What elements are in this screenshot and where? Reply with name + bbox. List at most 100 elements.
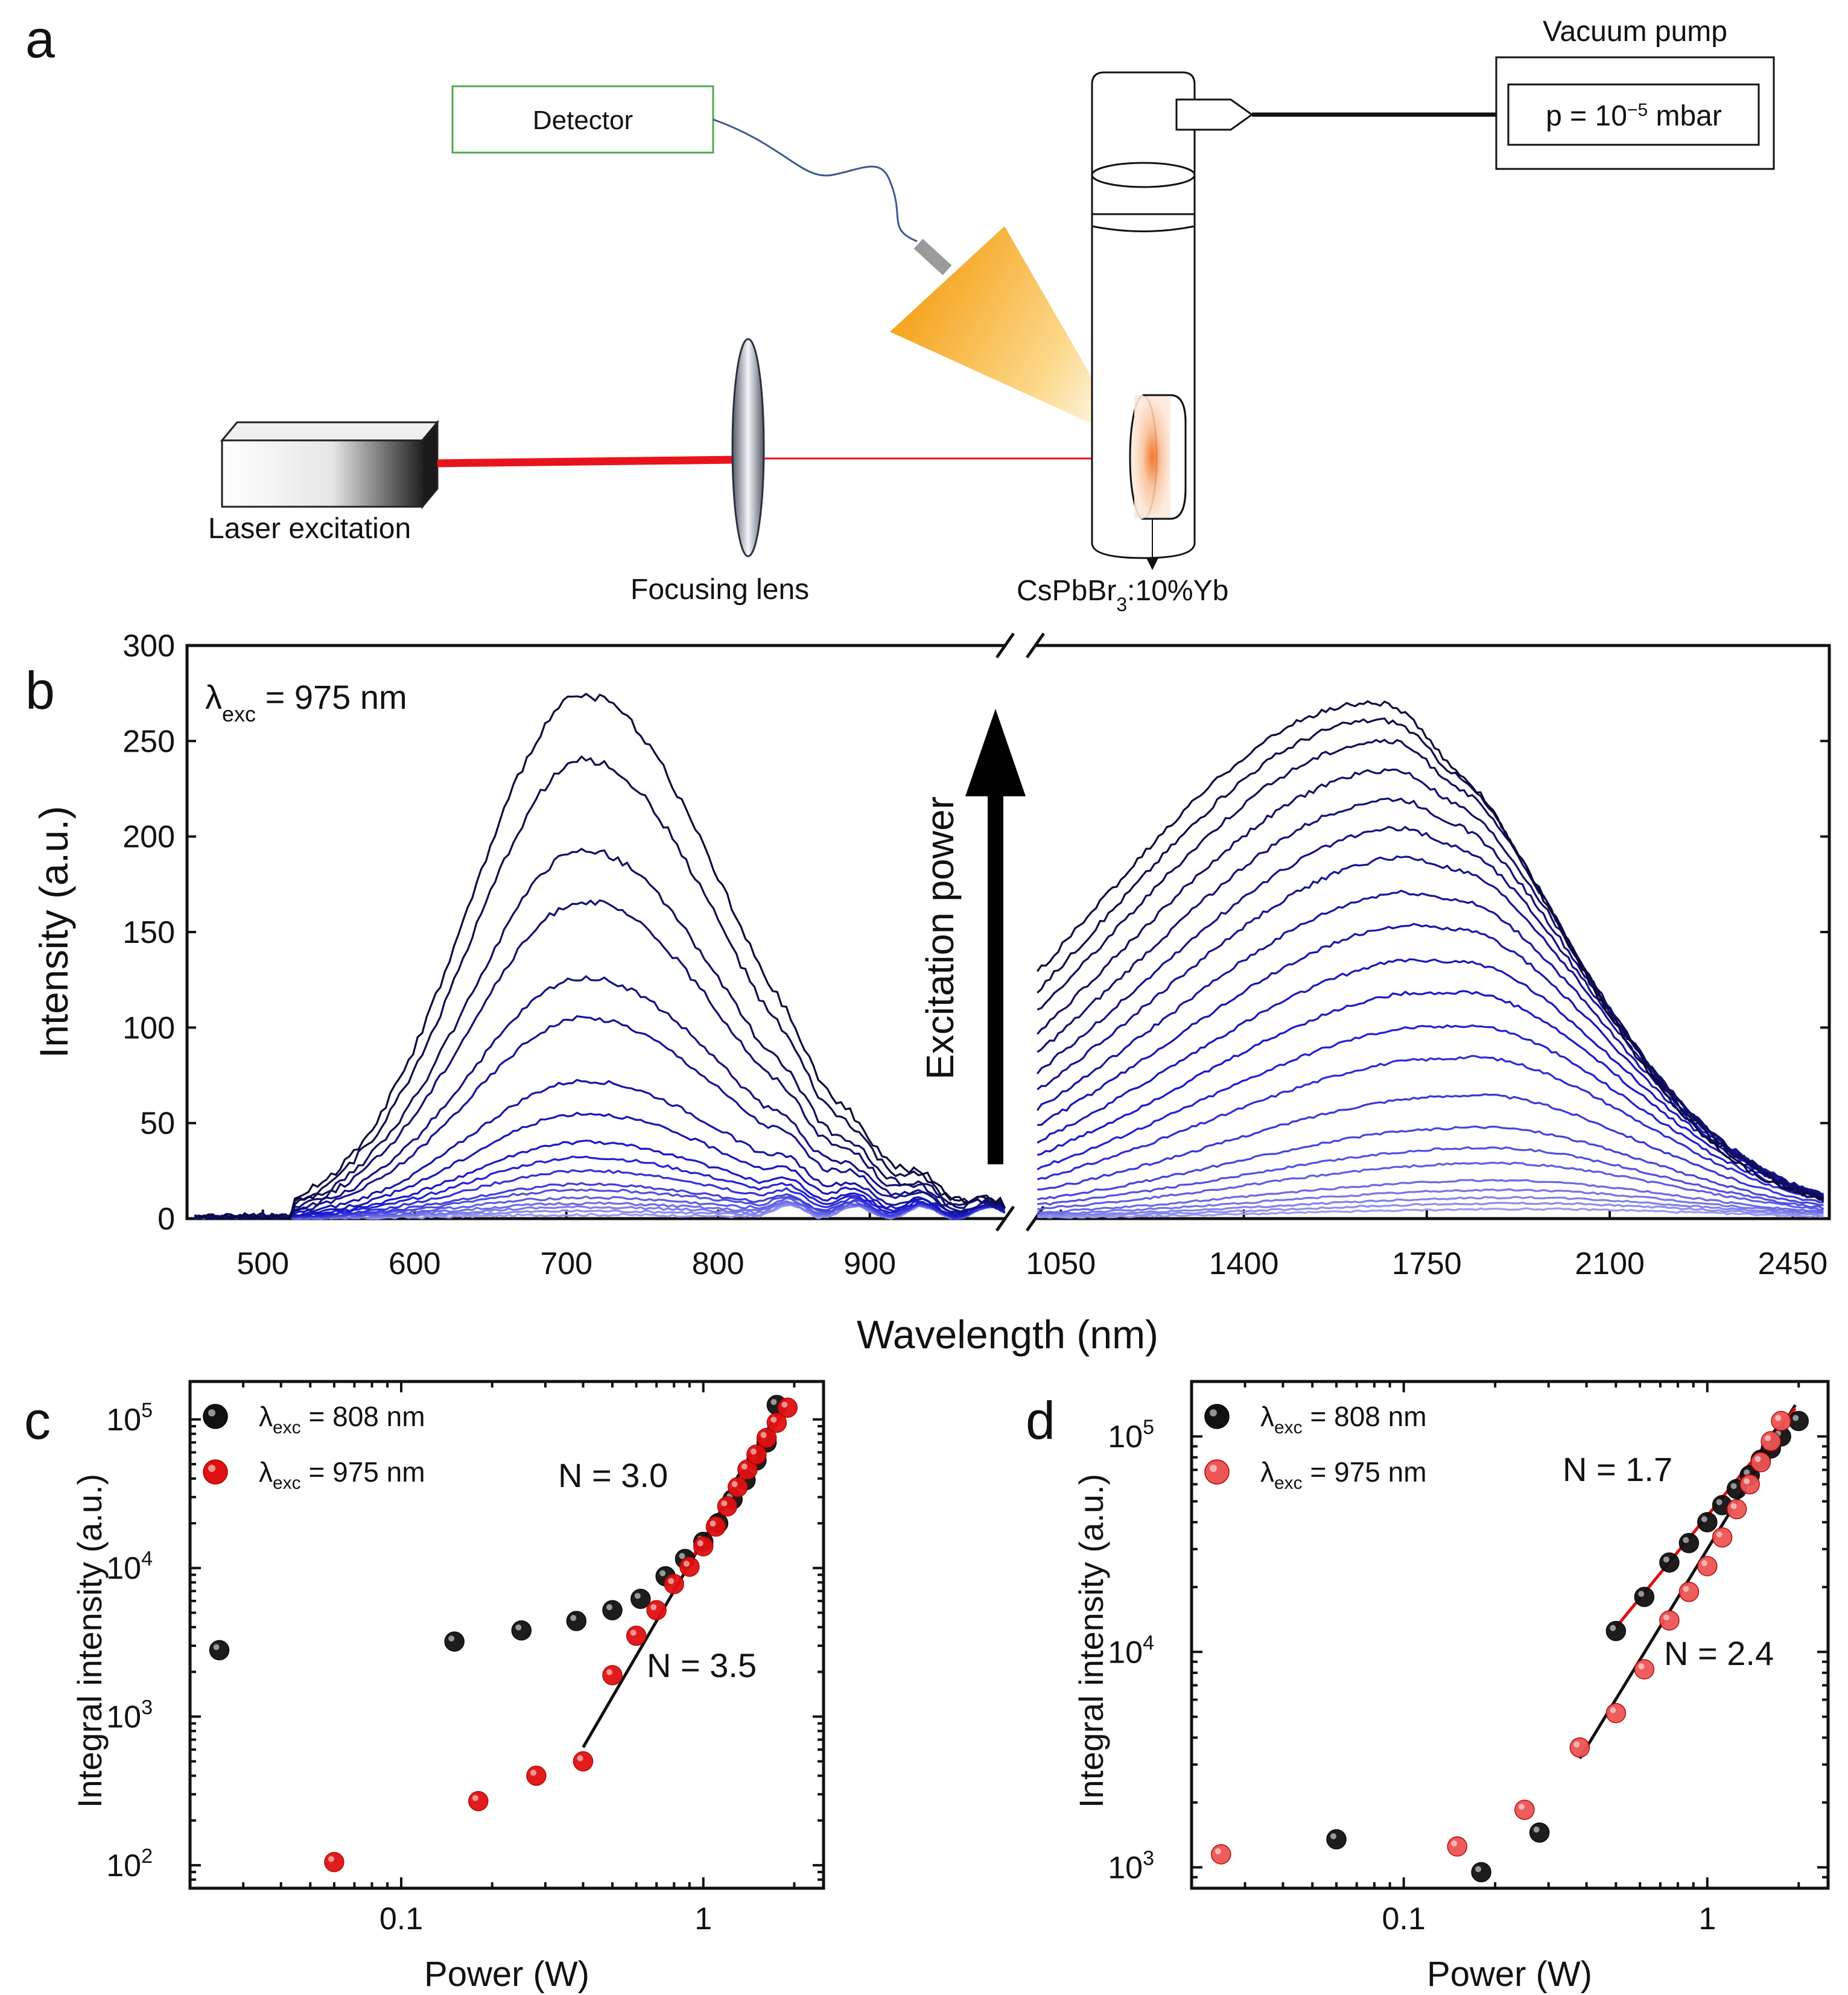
data-point-highlight bbox=[1765, 1435, 1771, 1442]
data-point-highlight bbox=[472, 1795, 478, 1801]
c-y-axis-label: Integral intensity (a.u.) bbox=[71, 1474, 109, 1808]
data-point bbox=[1788, 1410, 1809, 1432]
data-point-highlight bbox=[1610, 1625, 1616, 1631]
data-point-highlight bbox=[1638, 1591, 1645, 1597]
data-point bbox=[1697, 1512, 1718, 1533]
spectrum-line-visible bbox=[194, 975, 1006, 1220]
spectrum-line-visible bbox=[194, 899, 1006, 1220]
x-tick-label: 2450 bbox=[1758, 1246, 1828, 1281]
data-point bbox=[602, 1665, 623, 1686]
laser-beam-thick bbox=[437, 455, 738, 468]
data-point-highlight bbox=[606, 1669, 612, 1675]
y-tick-label: 150 bbox=[122, 915, 175, 950]
laser-source: Laser excitation bbox=[208, 419, 440, 545]
data-point bbox=[1634, 1587, 1655, 1607]
data-point-highlight bbox=[1215, 1848, 1221, 1854]
x-tick-label: 500 bbox=[237, 1246, 289, 1281]
nir-band-spectra bbox=[1036, 700, 1824, 1219]
spectrum-line-visible bbox=[194, 693, 1006, 1220]
legend-marker-highlight bbox=[1210, 1409, 1217, 1416]
panel-b: b 0 50 100 150 200 250 300 500 600 700 800 900 1050… bbox=[25, 629, 1831, 1357]
data-point bbox=[777, 1397, 798, 1418]
data-point bbox=[1605, 1620, 1627, 1641]
data-point bbox=[1739, 1474, 1760, 1495]
y-tick-label: 103 bbox=[1108, 1847, 1154, 1885]
data-point-highlight bbox=[1754, 1456, 1761, 1462]
data-point-highlight bbox=[1683, 1537, 1689, 1543]
data-point bbox=[1471, 1862, 1491, 1883]
data-point-highlight bbox=[1716, 1499, 1723, 1505]
spectrum-line-visible bbox=[194, 1079, 1005, 1220]
pressure-label: p = 10−5 mbar bbox=[1546, 100, 1722, 133]
data-point bbox=[511, 1620, 532, 1641]
spectrum-line-nir bbox=[1037, 1188, 1824, 1216]
panel-letter-b: b bbox=[25, 661, 55, 720]
excitation-power-label: Excitation power bbox=[918, 796, 962, 1080]
data-point-highlight bbox=[1573, 1741, 1580, 1748]
data-point-highlight bbox=[1638, 1663, 1645, 1670]
c-x-axis-label: Power (W) bbox=[424, 1955, 589, 1994]
spectrum-line-visible bbox=[194, 1140, 1006, 1220]
data-point-highlight bbox=[770, 1399, 777, 1406]
data-point-highlight bbox=[213, 1644, 220, 1651]
data-point bbox=[693, 1536, 714, 1556]
x-tick-label: 1750 bbox=[1392, 1246, 1462, 1281]
b-y-axis-label: Intensity (a.u.) bbox=[31, 806, 76, 1058]
data-point-highlight bbox=[606, 1604, 612, 1611]
data-point-highlight bbox=[1730, 1503, 1737, 1509]
data-point bbox=[602, 1600, 623, 1620]
spectrum-line-nir bbox=[1037, 990, 1824, 1199]
y-tick-label: 102 bbox=[106, 1845, 153, 1883]
data-point bbox=[1712, 1527, 1733, 1548]
legend-marker-highlight bbox=[1210, 1465, 1217, 1472]
data-point bbox=[728, 1477, 748, 1497]
spectrum-line-nir bbox=[1037, 1125, 1824, 1207]
spectrum-line-visible bbox=[194, 1155, 1006, 1220]
sample-label: CsPbBr3:10%Yb bbox=[1017, 575, 1228, 615]
detector-label: Detector bbox=[533, 106, 633, 135]
data-point bbox=[1750, 1451, 1771, 1473]
spectrum-line-nir bbox=[1037, 825, 1824, 1195]
y-tick-label: 300 bbox=[122, 629, 175, 664]
panel-letter-a: a bbox=[25, 9, 55, 69]
spectrum-line-nir bbox=[1037, 958, 1824, 1196]
excitation-power-arrow bbox=[965, 709, 1026, 1164]
panel-letter-c: c bbox=[24, 1391, 51, 1450]
data-point-highlight bbox=[683, 1561, 690, 1567]
y-tick-label: 105 bbox=[106, 1399, 153, 1438]
data-point-highlight bbox=[1451, 1840, 1458, 1847]
laser-label: Laser excitation bbox=[208, 513, 411, 545]
data-point bbox=[705, 1516, 726, 1537]
data-point-highlight bbox=[710, 1520, 716, 1527]
data-point bbox=[1447, 1836, 1468, 1857]
data-point-highlight bbox=[630, 1629, 637, 1636]
data-point bbox=[1761, 1431, 1781, 1451]
panel-a: a Laser excitation Focusing lens Detecto… bbox=[25, 9, 1775, 615]
x-tick-label: 1 bbox=[694, 1901, 712, 1936]
x-tick-label: 1400 bbox=[1209, 1246, 1279, 1281]
data-point bbox=[1678, 1581, 1700, 1602]
y-tick-label: 50 bbox=[140, 1106, 175, 1141]
spectrum-line-visible bbox=[194, 848, 1006, 1220]
x-tick-label: 1 bbox=[1698, 1901, 1716, 1936]
vacuum-pump-label: Vacuum pump bbox=[1543, 16, 1727, 48]
data-point-highlight bbox=[1744, 1478, 1750, 1485]
data-point bbox=[1659, 1552, 1680, 1573]
data-point-highlight bbox=[1610, 1707, 1616, 1713]
y-axis-ticks: 0 50 100 150 200 250 300 bbox=[122, 629, 1829, 1237]
data-point-highlight bbox=[1683, 1585, 1689, 1592]
d-axis-ticks: 0.1 1 103 104 105 bbox=[1108, 1381, 1828, 1936]
d-data-points bbox=[1211, 1410, 1809, 1883]
b-x-axis-label: Wavelength (nm) bbox=[857, 1312, 1158, 1357]
spectrum-line-nir bbox=[1037, 1024, 1824, 1200]
x-tick-label: 800 bbox=[692, 1246, 745, 1281]
y-tick-label: 104 bbox=[1108, 1631, 1154, 1670]
data-point-highlight bbox=[679, 1553, 685, 1559]
spectrum-line-nir bbox=[1037, 738, 1824, 1200]
legend-marker bbox=[1204, 1404, 1230, 1429]
spectrum-line-nir bbox=[1037, 1196, 1824, 1217]
axis-break-top bbox=[995, 632, 1046, 659]
c-annotation-n808: N = 3.0 bbox=[558, 1456, 668, 1494]
emission-cone bbox=[890, 226, 1128, 440]
